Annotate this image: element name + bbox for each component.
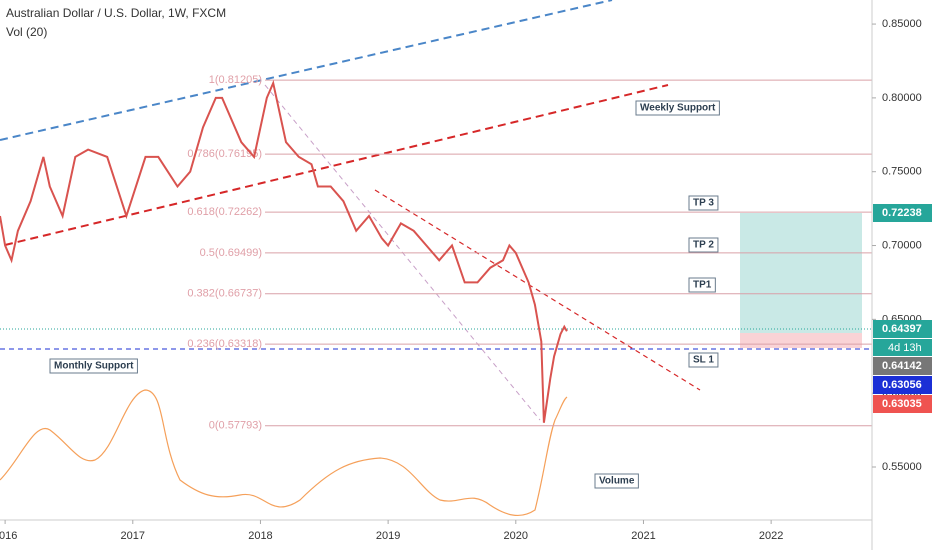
note-box — [635, 100, 720, 116]
x-tick-label: 2022 — [759, 530, 783, 542]
fib-label: 0.618(0.72262) — [187, 206, 262, 218]
note-box — [688, 352, 719, 368]
volume-line — [0, 389, 568, 517]
x-tick-label: 2019 — [376, 530, 400, 542]
x-tick-label: 2016 — [0, 530, 17, 542]
trend-line — [374, 189, 701, 391]
x-tick-label: 2020 — [504, 530, 528, 542]
note-label: TP 3 — [693, 198, 714, 209]
price-badge — [873, 204, 932, 222]
price-badge — [873, 357, 932, 375]
note-label: TP 2 — [693, 240, 714, 251]
note-label: Monthly Support — [54, 361, 134, 372]
price-badge — [873, 376, 932, 394]
price-badge-label: 0.63035 — [882, 398, 922, 410]
fib-label: 0(0.57793) — [209, 420, 262, 432]
note-box — [688, 195, 719, 211]
y-tick-label: 0.80000 — [882, 92, 922, 104]
note-label: Weekly Support — [640, 103, 716, 114]
fib-label: 1(0.81205) — [209, 74, 262, 86]
fib-label: 0.786(0.76195) — [187, 148, 262, 160]
drawings — [0, 0, 872, 517]
x-tick-label: 2021 — [631, 530, 655, 542]
note-box — [688, 277, 716, 293]
x-tick-label: 2018 — [248, 530, 272, 542]
indicator-label: Vol (20) — [6, 25, 47, 39]
note-box — [49, 358, 138, 374]
price-badge-label: 0.63056 — [882, 379, 922, 391]
countdown-badge — [873, 339, 932, 356]
price-badge-label: 0.72238 — [882, 207, 922, 219]
note-box — [688, 237, 719, 253]
target-zone — [740, 213, 862, 333]
fib-label: 0.382(0.66737) — [187, 288, 262, 300]
stop-zone — [740, 333, 862, 348]
trend-line — [4, 84, 669, 246]
y-tick-label: 0.70000 — [882, 239, 922, 251]
note-label: Volume — [599, 476, 635, 487]
y-tick-label: 0.75000 — [882, 166, 922, 178]
y-tick-label: 0.55000 — [882, 461, 922, 473]
price-badge — [873, 320, 932, 338]
price-line — [0, 79, 568, 423]
price-badge — [873, 395, 932, 413]
countdown-label: 4d 13h — [888, 342, 922, 354]
price-badge-label: 0.64397 — [882, 323, 922, 335]
price-badge-label: 0.64142 — [882, 360, 922, 372]
trend-line — [0, 0, 613, 141]
fib-label: 0.5(0.69499) — [200, 247, 262, 259]
note-label: TP1 — [693, 280, 712, 291]
fib-label: 0.236(0.63318) — [187, 338, 262, 350]
x-tick-label: 2017 — [121, 530, 145, 542]
note-box — [594, 473, 639, 489]
plot-area: 1(0.81205) 0.786(0.76195) 0.618(0.72262) 0.… — [0, 74, 872, 432]
note-label: SL 1 — [693, 355, 714, 366]
chart-title: Australian Dollar / U.S. Dollar, 1W, FXC… — [6, 6, 226, 20]
y-tick-label: 0.85000 — [882, 18, 922, 30]
